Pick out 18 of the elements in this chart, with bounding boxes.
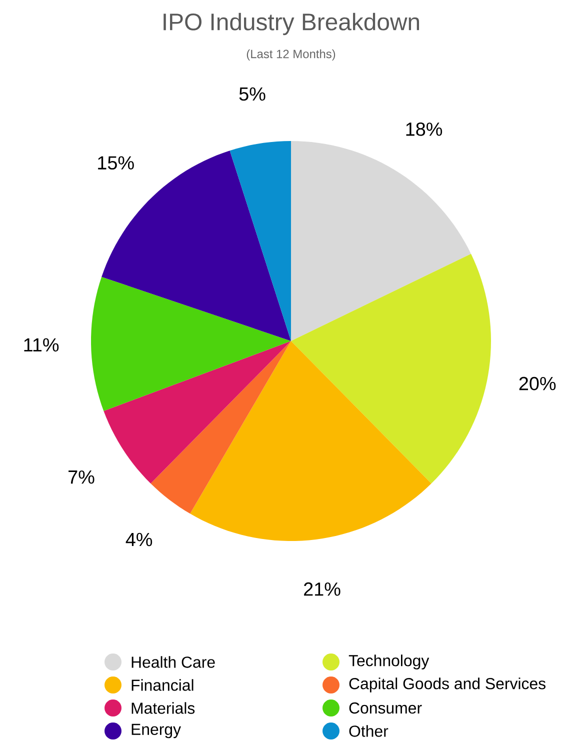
- data-label: 5%: [239, 87, 266, 101]
- legend-label: Consumer: [349, 702, 422, 714]
- legend-label: Health Care: [132, 656, 215, 668]
- legend-label: Financial: [132, 679, 194, 691]
- legend-label: Materials: [132, 702, 195, 714]
- chart-subtitle: (Last 12 Months): [246, 49, 336, 61]
- legend-label: Capital Goods and Services: [349, 678, 546, 692]
- legend-label: Technology: [348, 654, 430, 670]
- data-label: 18%: [406, 122, 442, 136]
- data-label: 21%: [304, 582, 340, 596]
- data-label: 20%: [519, 376, 556, 390]
- chart-title: IPO Industry Breakdown: [164, 12, 419, 36]
- legend-label: Other: [349, 725, 388, 737]
- data-label: 15%: [98, 156, 134, 170]
- legend-label: Energy: [132, 724, 181, 738]
- data-label: 4%: [126, 532, 152, 546]
- data-label: 7%: [68, 470, 94, 484]
- data-label: 11%: [24, 338, 59, 352]
